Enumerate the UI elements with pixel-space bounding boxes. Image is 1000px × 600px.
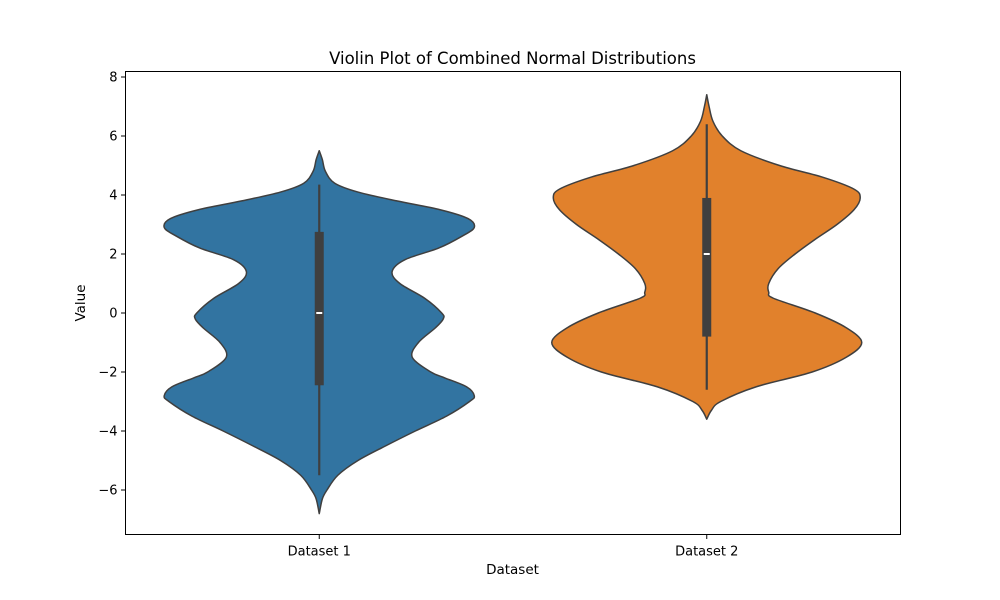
x-tick-label: Dataset 1 [288, 545, 351, 560]
y-tick-label: 6 [109, 130, 117, 145]
y-axis: −6 −4 −2 0 2 4 6 8 [98, 71, 126, 499]
y-tick-label: −4 [98, 425, 117, 440]
iqr-box-1 [314, 231, 324, 386]
x-axis-label: Dataset [486, 562, 539, 578]
iqr-box-2 [702, 197, 712, 337]
violins-layer [163, 93, 863, 515]
x-tick-label: Dataset 2 [675, 545, 738, 560]
y-tick-label: −6 [98, 484, 117, 499]
y-tick-label: 4 [109, 189, 117, 204]
x-axis: Dataset 1 Dataset 2 [288, 534, 738, 560]
plot-area-frame [125, 71, 901, 535]
y-tick-label: 2 [109, 248, 117, 263]
y-tick-label: 0 [109, 307, 117, 322]
y-tick-label: −2 [98, 366, 117, 381]
chart-title: Violin Plot of Combined Normal Distribut… [329, 49, 696, 68]
y-axis-label: Value [73, 284, 89, 321]
y-tick-label: 8 [109, 71, 117, 86]
